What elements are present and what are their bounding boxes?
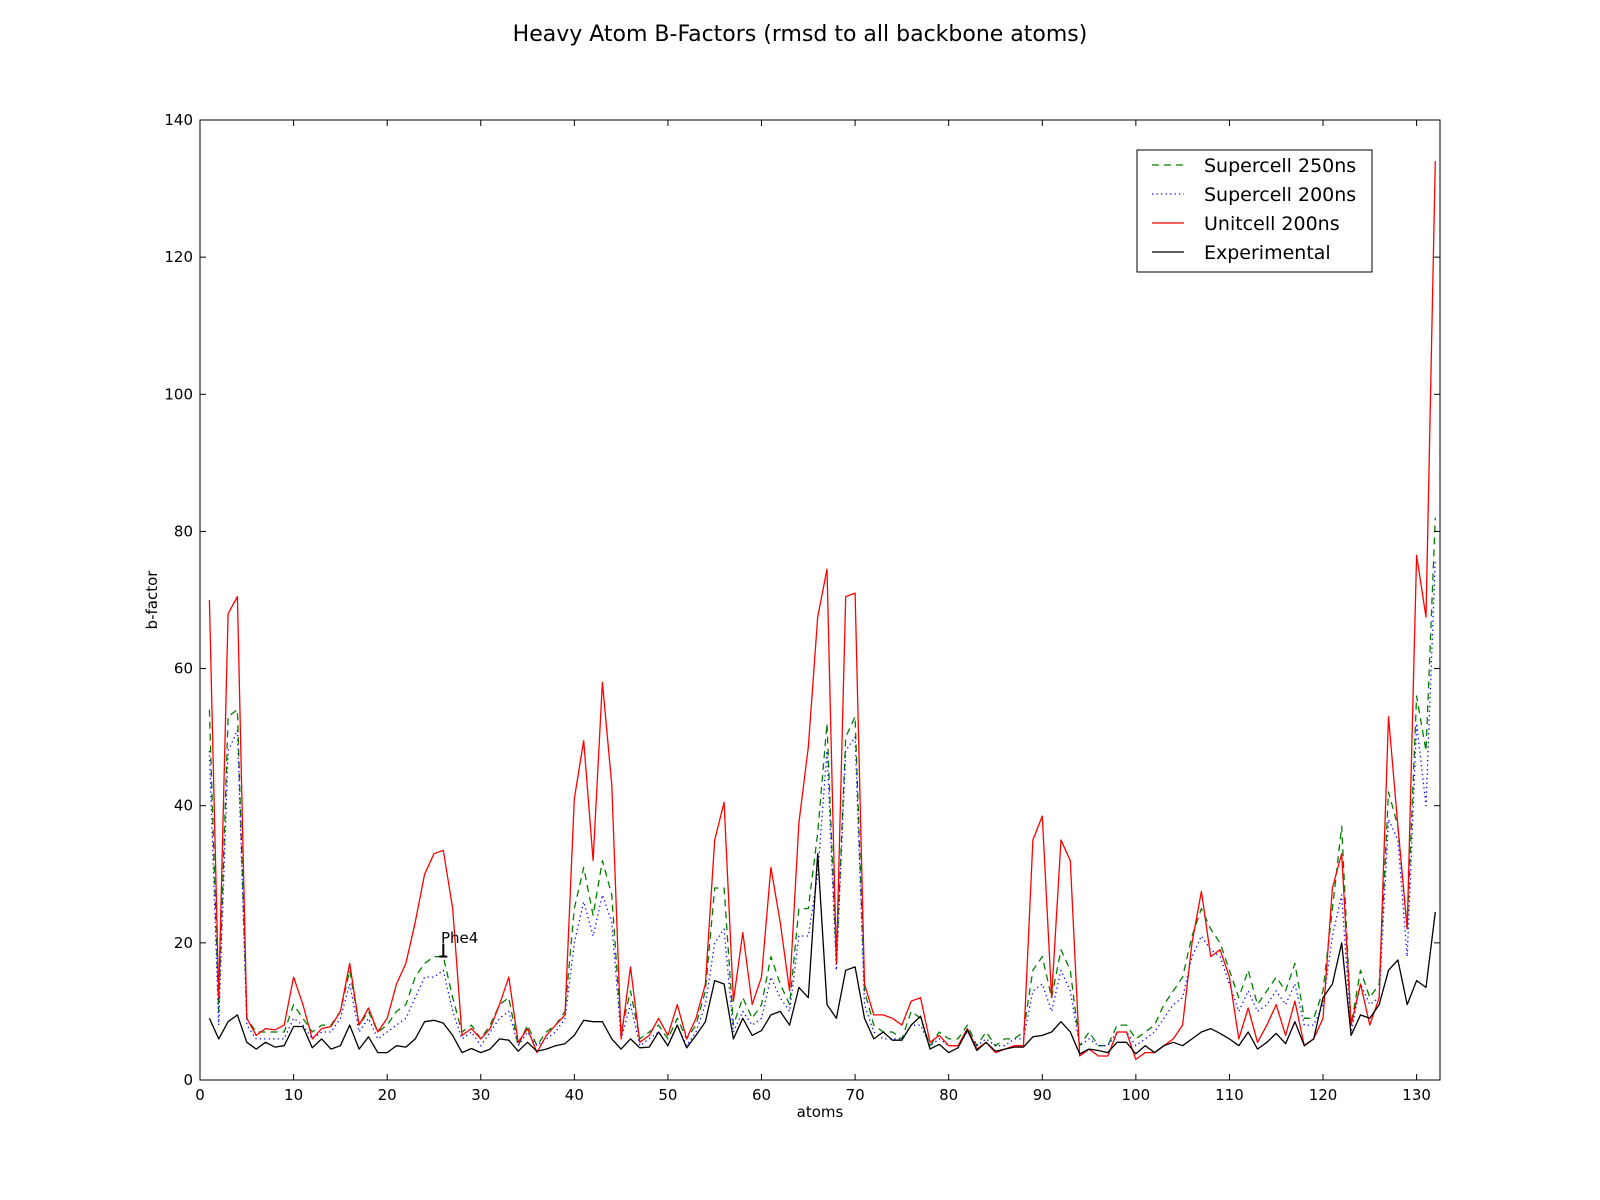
plot-area: 0 10 20 30 40 50 60 70 80 90 100 110 120 130 0 20 40 60 80… xyxy=(164,111,1441,1104)
plot-frame xyxy=(199,119,1441,1081)
y-tick-label: 60 xyxy=(174,660,193,678)
legend-label-experimental: Experimental xyxy=(1204,242,1331,264)
x-tick-label: 60 xyxy=(752,1086,771,1104)
y-tick-label: 120 xyxy=(164,248,193,266)
x-tick-label: 40 xyxy=(565,1086,584,1104)
series-line-experimental xyxy=(208,853,1436,1055)
legend-label-supercell-200ns: Supercell 200ns xyxy=(1204,184,1356,206)
annotation-label: Phe4 xyxy=(441,929,478,947)
x-tick-label: 120 xyxy=(1309,1086,1338,1104)
annotation-phe4: Phe4 xyxy=(439,929,478,958)
x-tick-label: 100 xyxy=(1122,1086,1151,1104)
series-line-supercell-250ns xyxy=(208,517,1436,1047)
x-tick-label: 50 xyxy=(658,1086,677,1104)
x-tick-label: 80 xyxy=(939,1086,958,1104)
x-tick-label: 130 xyxy=(1402,1086,1431,1104)
y-tick-label: 40 xyxy=(174,797,193,815)
series-layer xyxy=(208,161,1436,1061)
x-tick-label: 90 xyxy=(1033,1086,1052,1104)
legend-label-supercell-250ns: Supercell 250ns xyxy=(1204,155,1356,177)
x-tick-label: 20 xyxy=(378,1086,397,1104)
y-tick-label: 80 xyxy=(174,522,193,540)
y-tick-label: 100 xyxy=(164,385,193,403)
ticks-layer: 0 10 20 30 40 50 60 70 80 90 100 110 120 130 0 20 40 60 80… xyxy=(164,111,1440,1104)
y-tick-label: 140 xyxy=(164,111,193,129)
series-line-unitcell-200ns xyxy=(208,161,1436,1061)
y-tick-label: 0 xyxy=(183,1071,193,1089)
x-tick-label: 30 xyxy=(471,1086,490,1104)
x-tick-label: 0 xyxy=(195,1086,205,1104)
y-axis-label: b-factor xyxy=(143,570,161,630)
chart-title: Heavy Atom B-Factors (rmsd to all backbo… xyxy=(513,22,1088,47)
x-tick-label: 70 xyxy=(846,1086,865,1104)
x-tick-label: 10 xyxy=(284,1086,303,1104)
legend-label-unitcell-200ns: Unitcell 200ns xyxy=(1204,213,1340,235)
y-tick-label: 20 xyxy=(174,934,193,952)
x-axis-label: atoms xyxy=(797,1103,844,1121)
x-tick-label: 110 xyxy=(1215,1086,1244,1104)
legend: Supercell 250ns Supercell 200ns Unitcell… xyxy=(1136,149,1373,273)
